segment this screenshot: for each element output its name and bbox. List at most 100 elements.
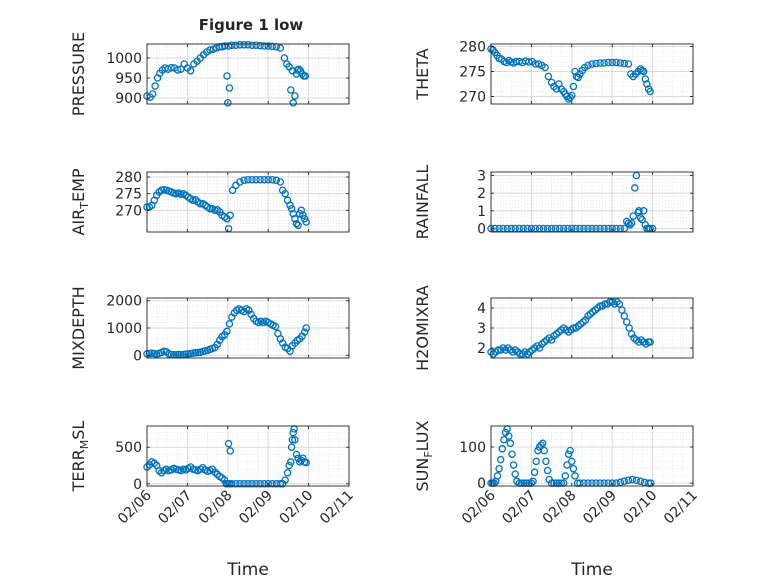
- data-point: [206, 46, 214, 54]
- data-point: [289, 428, 297, 437]
- data-point: [272, 43, 281, 51]
- data-point: [604, 58, 612, 67]
- x-tick-label: 02/09: [236, 488, 276, 528]
- data-point: [297, 206, 306, 215]
- data-point: [608, 58, 616, 67]
- data-point: [496, 455, 505, 464]
- data-point: [302, 218, 310, 226]
- data-point: [574, 73, 583, 82]
- series-markers: [487, 45, 654, 103]
- y-axis-label: AIRTEMP: [69, 168, 91, 235]
- data-point: [564, 450, 573, 458]
- data-point: [252, 175, 260, 184]
- data-point: [498, 445, 507, 453]
- series-markers: [143, 41, 310, 107]
- data-point: [543, 466, 552, 475]
- data-point: [244, 175, 252, 184]
- axes-box: [490, 171, 694, 233]
- data-point: [264, 480, 272, 488]
- data-point: [283, 469, 292, 477]
- data-point: [571, 472, 579, 480]
- axes-8: 0 100 02/06 02/07 02/08 02/09 02/10 02/11 Time SU…: [413, 420, 701, 580]
- y-tick-label: 0: [133, 348, 142, 364]
- data-point: [566, 93, 574, 102]
- data-point: [236, 178, 244, 186]
- y-axis-label: TERRMSL: [69, 421, 91, 493]
- data-point: [626, 221, 634, 229]
- y-tick-label: 1000: [106, 321, 142, 337]
- data-point: [643, 80, 651, 88]
- data-point: [167, 63, 175, 72]
- data-point: [584, 61, 592, 70]
- y-tick-label: 280: [115, 170, 142, 186]
- data-point: [302, 324, 310, 332]
- data-point: [236, 41, 244, 49]
- data-point: [620, 312, 629, 320]
- y-tick-label: 1: [477, 204, 486, 220]
- data-point: [264, 42, 272, 50]
- data-point: [226, 447, 234, 455]
- data-point: [569, 464, 578, 473]
- data-point: [256, 41, 264, 50]
- data-point: [291, 436, 299, 444]
- data-point: [260, 42, 268, 50]
- x-tick-label: 02/10: [277, 488, 317, 528]
- data-point: [300, 328, 309, 336]
- data-point: [511, 470, 519, 478]
- data-point: [226, 211, 234, 220]
- data-point: [223, 327, 231, 336]
- data-point: [268, 175, 276, 184]
- axes-box: [146, 171, 350, 233]
- data-point: [646, 87, 654, 96]
- data-point: [291, 214, 299, 223]
- data-point: [186, 67, 195, 75]
- series-markers: [143, 175, 310, 233]
- figure-title: Figure 1 low: [199, 16, 304, 34]
- data-point: [629, 212, 637, 220]
- x-tick-label: 02/07: [499, 488, 539, 528]
- y-tick-label: 0: [133, 477, 142, 493]
- data-point: [288, 436, 297, 444]
- data-point: [281, 476, 289, 484]
- data-point: [228, 480, 236, 488]
- data-point: [285, 461, 293, 470]
- data-point: [620, 59, 629, 68]
- data-point: [240, 480, 248, 488]
- axes-2: 270 275 280 THETA: [413, 40, 694, 106]
- data-point: [292, 450, 301, 459]
- x-tick-label: 02/06: [115, 487, 155, 527]
- axes-1: 900 950 1000 PRESSURE: [69, 32, 350, 116]
- y-tick-label: 275: [115, 187, 142, 203]
- y-tick-label: 3: [477, 169, 486, 185]
- data-point: [568, 91, 576, 100]
- data-point: [632, 476, 641, 484]
- series-markers: [143, 305, 310, 359]
- data-point: [566, 446, 574, 455]
- y-tick-label: 4: [477, 301, 486, 317]
- data-point: [624, 60, 633, 68]
- data-point: [225, 320, 234, 328]
- data-point: [224, 99, 232, 107]
- data-point: [287, 443, 296, 451]
- data-point: [646, 338, 654, 346]
- data-point: [624, 476, 633, 484]
- data-point: [624, 219, 633, 227]
- y-tick-label: 275: [459, 65, 486, 81]
- data-point: [287, 458, 295, 466]
- data-point: [620, 477, 629, 486]
- axes-7: 0 500 02/06 02/07 02/08 02/09 02/10 02/11 Time TE…: [69, 421, 357, 580]
- axes-4: 01 23 RAINFALL: [413, 165, 694, 239]
- data-point: [588, 60, 596, 68]
- data-point: [260, 480, 268, 488]
- data-point: [302, 458, 310, 467]
- x-tick-label: 02/08: [196, 488, 236, 528]
- data-point: [530, 468, 539, 477]
- data-point: [616, 59, 625, 67]
- data-point: [639, 67, 648, 76]
- y-tick-label: 0: [477, 476, 486, 492]
- data-point: [224, 224, 233, 233]
- data-point: [636, 477, 645, 486]
- data-point: [256, 175, 264, 184]
- axes-box: [146, 43, 350, 105]
